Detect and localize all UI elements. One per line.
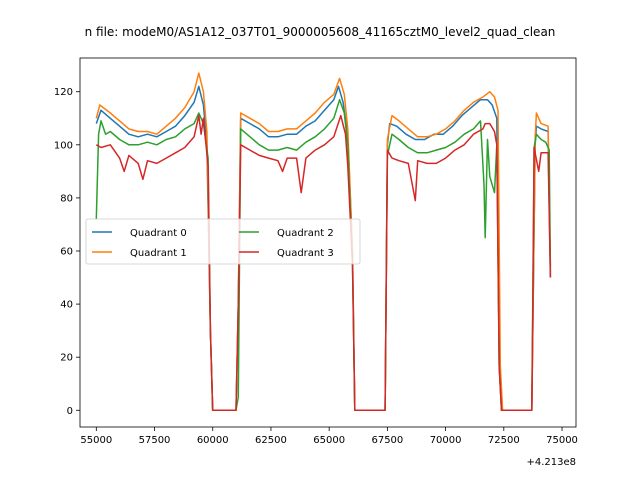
legend-label-quadrant-1: Quadrant 1 (130, 248, 187, 259)
y-tick-label: 120 (54, 87, 73, 98)
y-tick-label: 80 (60, 193, 73, 204)
chart-title: n file: modeM0/AS1A12_037T01_9000005608_… (85, 25, 556, 39)
x-axis: 55000 57500 60000 62500 65000 67500 70000 72500… (80, 427, 578, 446)
x-tick-label: 75000 (546, 435, 578, 446)
y-axis: 0 20 40 60 80 100 120 (54, 87, 80, 417)
x-tick-label: 62500 (255, 435, 287, 446)
legend-label-quadrant-2: Quadrant 2 (277, 228, 334, 239)
y-tick-label: 100 (54, 140, 73, 151)
y-tick-label: 20 (60, 353, 73, 364)
legend-label-quadrant-3: Quadrant 3 (277, 248, 334, 259)
x-tick-label: 72500 (488, 435, 520, 446)
y-tick-label: 40 (60, 300, 73, 311)
x-tick-label: 55000 (80, 435, 112, 446)
x-tick-label: 57500 (139, 435, 171, 446)
axes-frame (79, 57, 577, 428)
x-tick-label: 65000 (313, 435, 345, 446)
x-tick-label: 60000 (197, 435, 229, 446)
legend-frame (85, 218, 361, 265)
legend: Quadrant 0 Quadrant 1 Quadrant 2 Quadrant 3 (85, 218, 361, 265)
series-line-quadrant-2 (95, 98, 552, 412)
legend-entries: Quadrant 0 Quadrant 1 Quadrant 2 Quadrant 3 (92, 228, 334, 259)
x-tick-label: 70000 (430, 435, 462, 446)
series-line-quadrant-3 (95, 114, 552, 412)
x-tick-label: 67500 (371, 435, 403, 446)
legend-label-quadrant-0: Quadrant 0 (130, 228, 187, 239)
y-tick-label: 0 (67, 406, 73, 417)
series-layer (95, 72, 552, 412)
series-line-quadrant-0 (95, 85, 552, 412)
series-line-quadrant-1 (95, 72, 552, 412)
y-tick-label: 60 (60, 246, 73, 257)
x-axis-offset-label: +4.213e8 (526, 457, 576, 468)
